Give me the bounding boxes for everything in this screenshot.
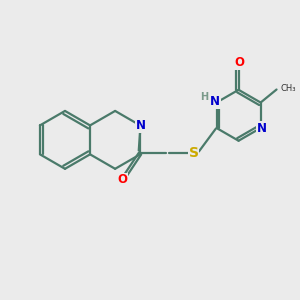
Text: CH₃: CH₃ <box>280 84 296 93</box>
Text: H: H <box>200 92 208 102</box>
Text: N: N <box>257 122 267 135</box>
Text: N: N <box>210 95 220 109</box>
Text: O: O <box>118 173 128 186</box>
Text: S: S <box>189 146 199 160</box>
Text: N: N <box>136 119 146 133</box>
Text: O: O <box>234 56 244 69</box>
